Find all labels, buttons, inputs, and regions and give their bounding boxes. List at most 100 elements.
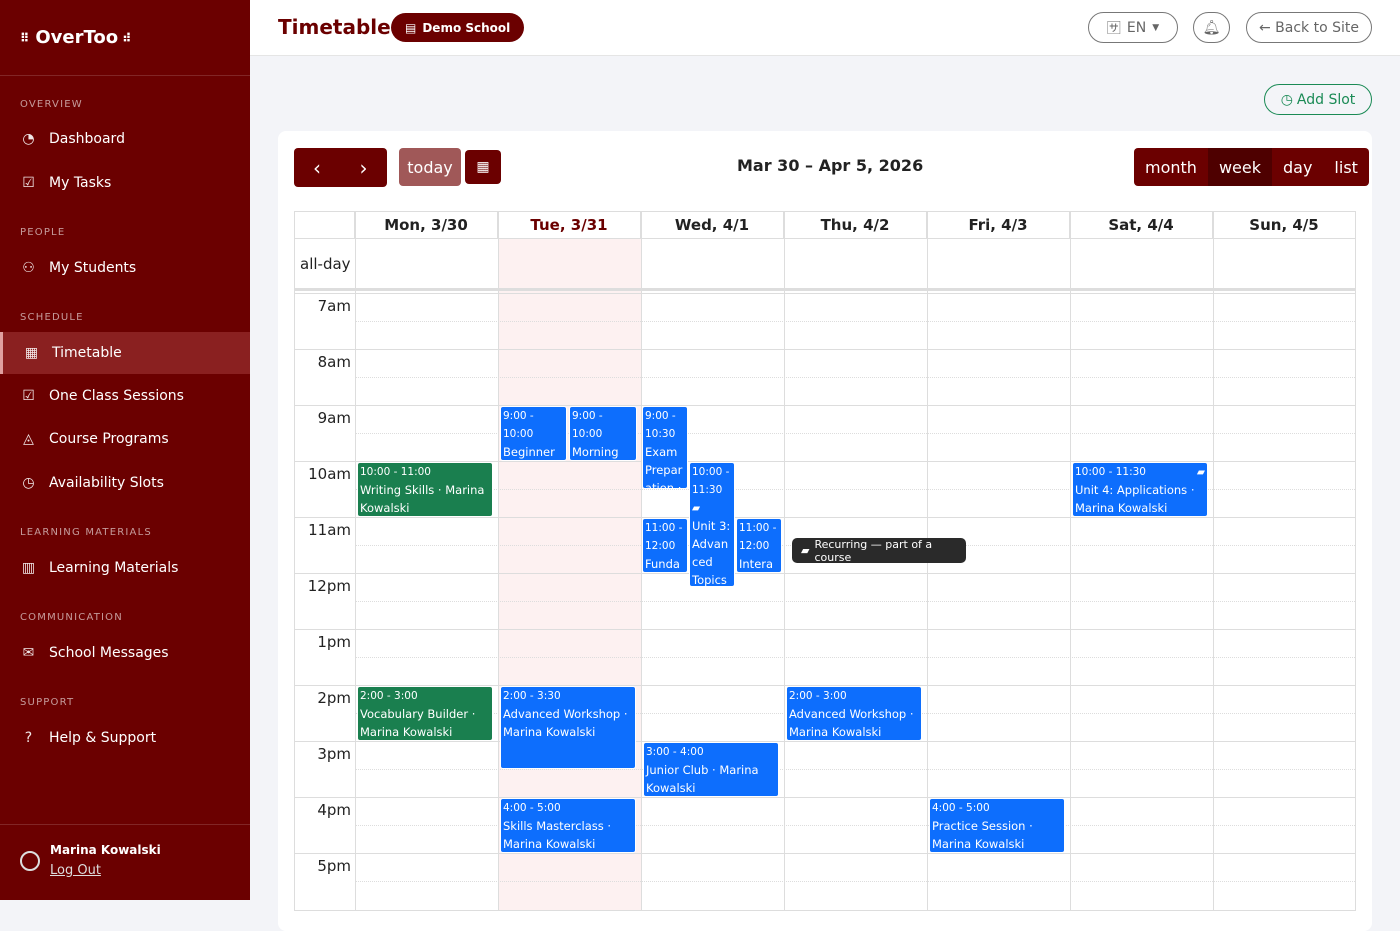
corner-cell bbox=[295, 212, 355, 239]
event-title: Vocabulary Builder · Marina Kowalski bbox=[360, 707, 476, 739]
sidebar-item-school-messages[interactable]: ✉ School Messages bbox=[0, 632, 250, 674]
language-selector[interactable]: 🈂 EN ▼ bbox=[1088, 12, 1178, 43]
half-hour-line bbox=[355, 601, 1355, 602]
calendar-event[interactable]: 9:00 - 10:00 Beginner Group · Marina Kowa… bbox=[500, 406, 567, 461]
all-day-label: all-day bbox=[300, 255, 351, 273]
event-title: Unit 3: Advanced Topics (rescheduled) · … bbox=[692, 519, 731, 587]
calendar-event[interactable]: 9:00 - 10:30 Exam Preparation · Marina Ko… bbox=[642, 406, 688, 489]
half-hour-line bbox=[355, 321, 1355, 322]
event-title: Advanced Workshop · Marina Kowalski bbox=[503, 707, 628, 739]
hour-line bbox=[295, 573, 1355, 574]
calendar-event[interactable]: 2:00 - 3:30 Advanced Workshop · Marina Ko… bbox=[500, 686, 636, 769]
prev-week-button[interactable]: ‹ bbox=[294, 148, 340, 187]
logout-link[interactable]: Log Out bbox=[50, 863, 101, 878]
time-label: 11am bbox=[308, 521, 351, 539]
event-time: 10:00 - 11:30 bbox=[1075, 466, 1146, 478]
sidebar-item-learning-materials[interactable]: ▥ Learning Materials bbox=[21, 560, 179, 576]
all-day-row: all-day bbox=[295, 239, 1355, 291]
column-divider bbox=[1213, 212, 1214, 910]
tooltip: ▰ Recurring — part of a course bbox=[792, 538, 966, 564]
school-badge[interactable]: ▤ Demo School bbox=[391, 13, 525, 42]
column-divider bbox=[355, 212, 356, 910]
briefcase-icon: ▰ bbox=[801, 544, 810, 557]
time-label: 10am bbox=[308, 465, 351, 483]
day-header[interactable]: Mon, 3/30 bbox=[355, 212, 498, 239]
column-divider bbox=[784, 212, 785, 910]
sidebar-section-label: PEOPLE bbox=[20, 227, 66, 238]
calendar-event[interactable]: 10:00 - 11:00 Writing Skills · Marina Kow… bbox=[357, 462, 493, 517]
building-icon: ▤ bbox=[405, 20, 417, 35]
date-picker-button[interactable]: ▦ bbox=[465, 150, 501, 184]
today-button[interactable]: today bbox=[399, 148, 461, 186]
calendar-event[interactable]: 3:00 - 4:00 Junior Club · Marina Kowalski bbox=[643, 742, 779, 797]
calendar-event[interactable]: 11:00 - 12:00 Interactive Lab · Marina Ko… bbox=[736, 518, 782, 573]
calendar-event[interactable]: 4:00 - 5:00 Practice Session · Marina Kow… bbox=[929, 798, 1065, 853]
event-title: Junior Club · Marina Kowalski bbox=[646, 763, 759, 795]
half-hour-line bbox=[355, 657, 1355, 658]
calendar-event[interactable]: 2:00 - 3:00 Advanced Workshop · Marina Ko… bbox=[786, 686, 922, 741]
hour-line bbox=[295, 853, 1355, 854]
event-title: Practice Session · Marina Kowalski bbox=[932, 819, 1033, 851]
day-header[interactable]: Tue, 3/31 bbox=[498, 212, 641, 239]
event-time: 4:00 - 5:00 bbox=[503, 802, 561, 814]
time-label: 1pm bbox=[317, 633, 351, 651]
sidebar-item-course-programs[interactable]: ◬ Course Programs bbox=[0, 418, 250, 460]
event-time: 3:00 - 4:00 bbox=[646, 746, 704, 758]
event-time: 4:00 - 5:00 bbox=[932, 802, 990, 814]
calendar-event[interactable]: 11:00 - 12:00 Fundamentals Class · Marina… bbox=[642, 518, 688, 573]
column-divider bbox=[641, 212, 642, 910]
calendar-event[interactable]: 2:00 - 3:00 Vocabulary Builder · Marina K… bbox=[357, 686, 493, 741]
event-title: Beginner Group · Marina Kowalski bbox=[503, 445, 555, 459]
day-header[interactable]: Thu, 4/2 bbox=[784, 212, 927, 239]
add-slot-button[interactable]: ◷ Add Slot bbox=[1264, 84, 1372, 115]
user-panel: Marina Kowalski Log Out bbox=[0, 824, 250, 900]
avatar-icon bbox=[20, 851, 40, 871]
sidebar-item-availability-slots[interactable]: ◷ Availability Slots bbox=[0, 462, 250, 504]
view-list-button[interactable]: list bbox=[1323, 148, 1369, 186]
time-label: 5pm bbox=[317, 857, 351, 875]
sidebar-item-my-students[interactable]: ⚇ My Students bbox=[0, 247, 250, 289]
day-header[interactable]: Sun, 4/5 bbox=[1213, 212, 1355, 239]
logo[interactable]: ⠿ OverToo ⠾ bbox=[0, 0, 250, 76]
event-time: 11:00 - 12:00 bbox=[645, 522, 683, 552]
day-header[interactable]: Wed, 4/1 bbox=[641, 212, 784, 239]
sidebar-item-timetable[interactable]: ▦ Timetable bbox=[0, 332, 250, 374]
calendar-event[interactable]: 4:00 - 5:00 Skills Masterclass · Marina K… bbox=[500, 798, 636, 853]
event-title: Skills Masterclass · Marina Kowalski bbox=[503, 819, 612, 851]
hour-line bbox=[295, 349, 1355, 350]
sidebar-item-my-tasks[interactable]: ☑ My Tasks bbox=[0, 162, 250, 204]
sidebar-section-label: LEARNING MATERIALS bbox=[20, 527, 152, 538]
view-week-button[interactable]: week bbox=[1207, 148, 1272, 186]
event-title: Interactive Lab · Marina Kowalski bbox=[739, 557, 774, 571]
calendar-icon: ▦ bbox=[24, 345, 39, 361]
event-title: Advanced Workshop · Marina Kowalski bbox=[789, 707, 914, 739]
event-time: 11:00 - 12:00 bbox=[739, 522, 777, 552]
chevron-right-icon: › bbox=[359, 155, 368, 180]
sidebar-item-one-class-sessions[interactable]: ☑ One Class Sessions bbox=[0, 375, 250, 417]
caret-down-icon: ▼ bbox=[1152, 22, 1160, 33]
event-time: 2:00 - 3:00 bbox=[360, 690, 418, 702]
hour-line bbox=[295, 461, 1355, 462]
help-icon: ? bbox=[24, 730, 33, 746]
calendar-event[interactable]: 10:00 - 11:30 ▰ Unit 3: Advanced Topics (r… bbox=[689, 462, 735, 587]
calendar-event[interactable]: 9:00 - 10:00 Morning Session · Marina Kow… bbox=[569, 406, 637, 461]
view-switcher: month week day list bbox=[1134, 148, 1369, 186]
event-title: Unit 4: Applications · Marina Kowalski bbox=[1075, 483, 1195, 515]
checkbox-icon: ☑ bbox=[22, 175, 35, 191]
sidebar-item-help-support[interactable]: ? Help & Support bbox=[0, 717, 250, 759]
time-label: 7am bbox=[317, 297, 351, 315]
half-hour-line bbox=[355, 881, 1355, 882]
user-name: Marina Kowalski bbox=[50, 843, 161, 857]
back-to-site-button[interactable]: ← Back to Site bbox=[1246, 12, 1372, 43]
notifications-button[interactable]: 🔔︎ bbox=[1193, 12, 1230, 43]
sidebar-section-label: SUPPORT bbox=[20, 697, 75, 708]
day-header[interactable]: Sat, 4/4 bbox=[1070, 212, 1213, 239]
hour-line bbox=[295, 797, 1355, 798]
view-month-button[interactable]: month bbox=[1134, 148, 1208, 186]
sidebar-item-dashboard[interactable]: ◔ Dashboard bbox=[0, 118, 250, 160]
calendar-event[interactable]: 10:00 - 11:30 ▰ Unit 4: Applications · Mar… bbox=[1072, 462, 1208, 517]
event-time: 10:00 - 11:00 bbox=[360, 466, 431, 478]
next-week-button[interactable]: › bbox=[340, 148, 387, 187]
day-header[interactable]: Fri, 4/3 bbox=[927, 212, 1070, 239]
view-day-button[interactable]: day bbox=[1271, 148, 1324, 186]
